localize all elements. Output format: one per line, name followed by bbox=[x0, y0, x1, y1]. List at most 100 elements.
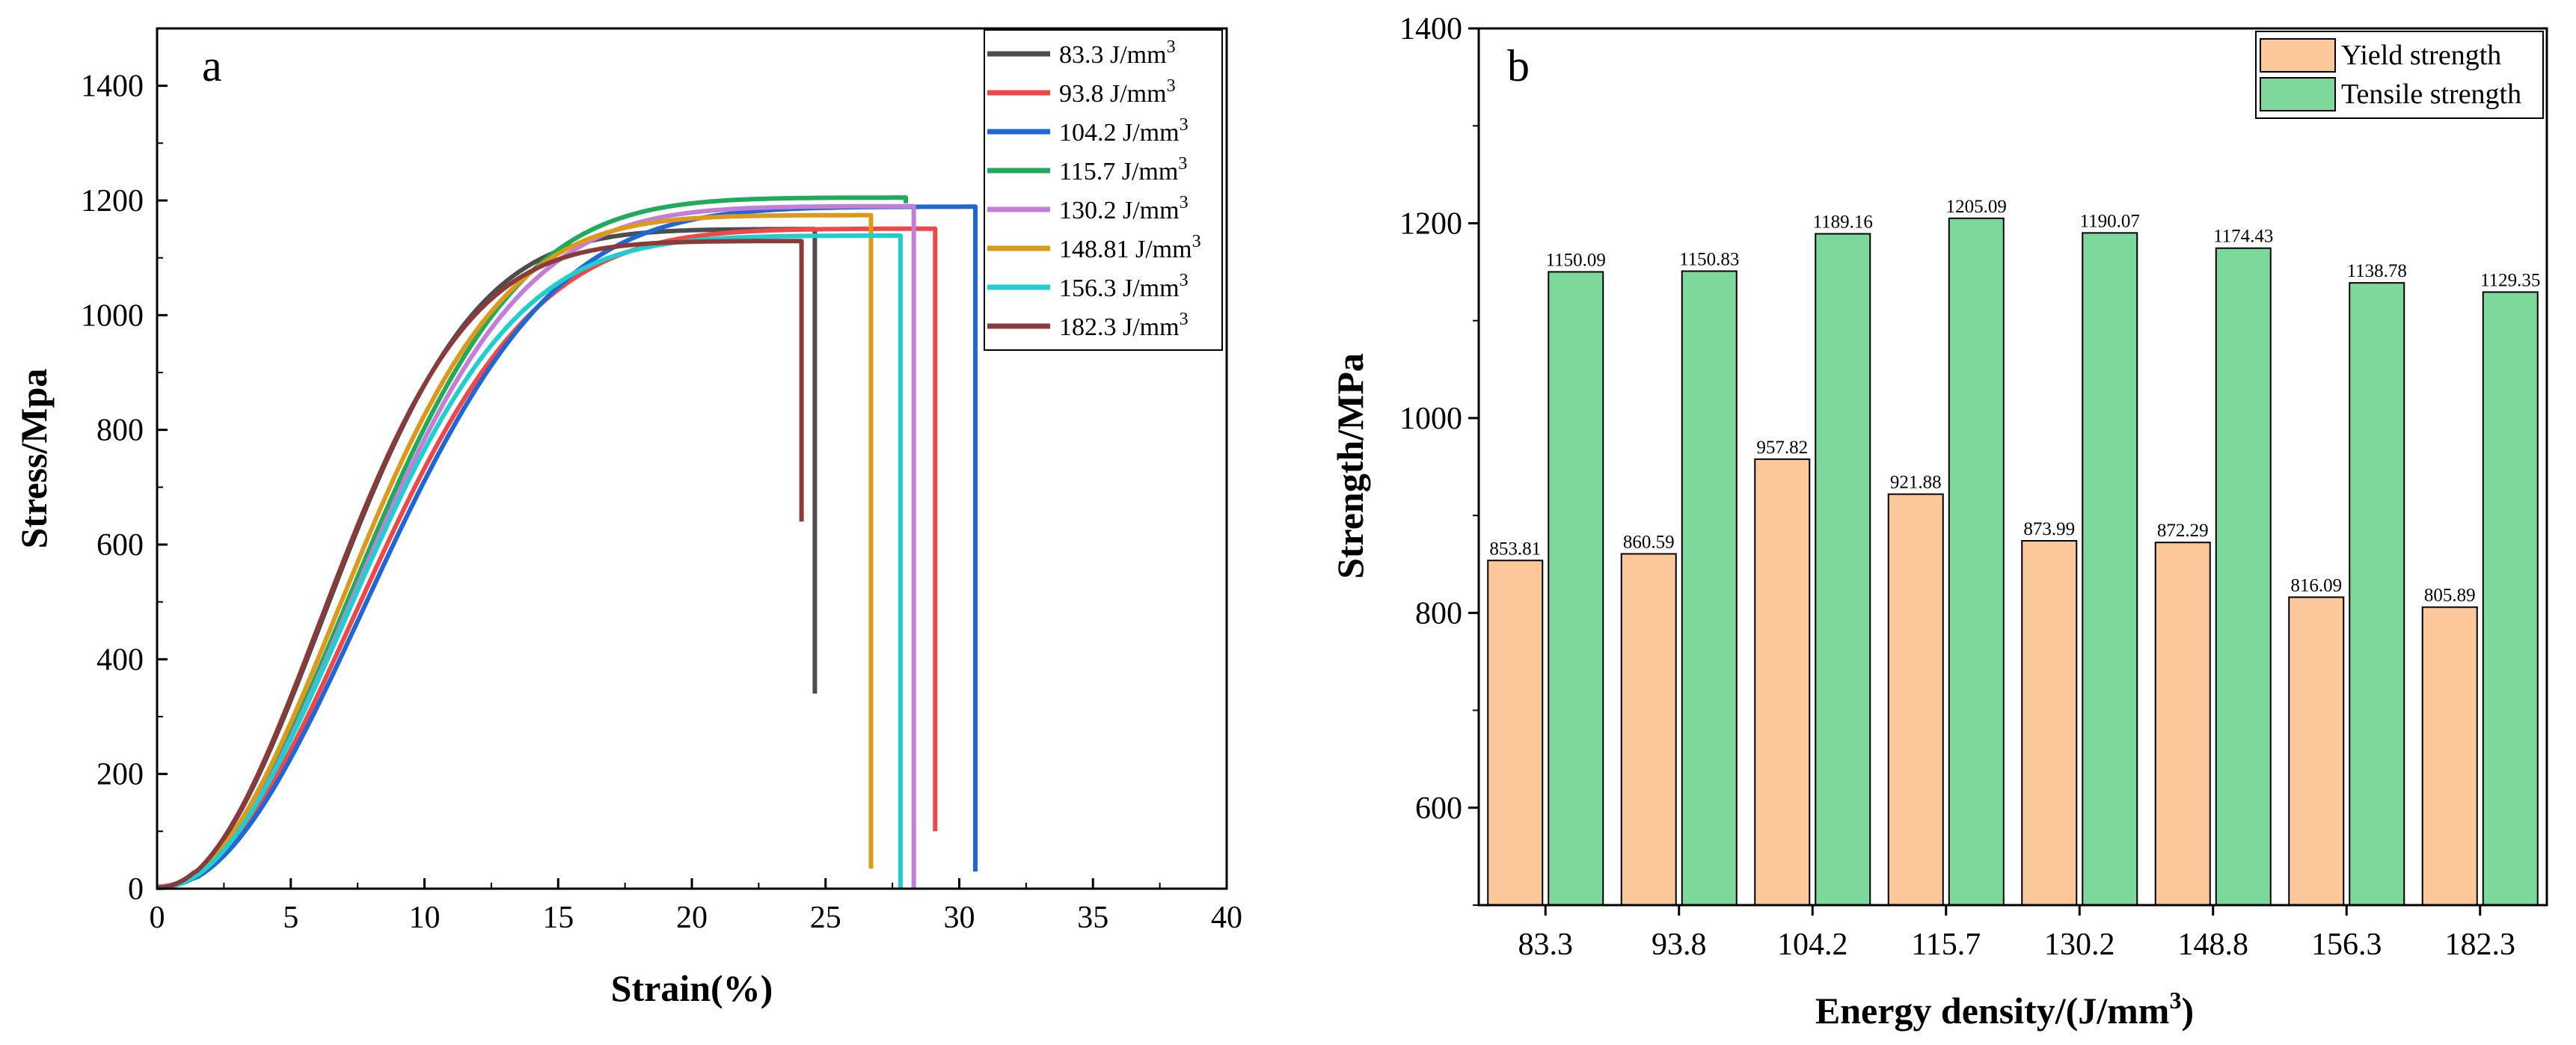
yield-bar bbox=[2288, 596, 2345, 906]
tensile-data-label: 1174.43 bbox=[2213, 227, 2273, 247]
tensile-bar bbox=[2349, 282, 2405, 906]
tensile-bar bbox=[1548, 271, 1604, 906]
a-y-tick-label: 800 bbox=[96, 414, 144, 448]
a-legend-label-text: 130.2 J/mm bbox=[1059, 197, 1180, 224]
yield-data-label: 921.88 bbox=[1890, 473, 1942, 493]
a-x-tick-label: 15 bbox=[542, 901, 574, 935]
tensile-bar bbox=[1948, 217, 2005, 906]
a-y-tick-label: 600 bbox=[96, 528, 144, 563]
tensile-data-label: 1189.16 bbox=[1813, 212, 1873, 233]
yield-bar bbox=[2421, 606, 2478, 907]
a-x-tick-label: 25 bbox=[810, 901, 841, 935]
a-y-axis-title: Stress/Mpa bbox=[13, 369, 55, 549]
a-legend-label-text: 182.3 J/mm bbox=[1059, 313, 1180, 341]
a-y-tick-label: 0 bbox=[128, 872, 144, 907]
a-legend-label-sup: 3 bbox=[1180, 193, 1189, 212]
a-legend-label: 115.7 J/mm3 bbox=[1059, 154, 1187, 186]
yield-data-label: 873.99 bbox=[2023, 519, 2075, 539]
a-legend-label-text: 93.8 J/mm bbox=[1059, 80, 1167, 108]
b-x-tick-label: 148.8 bbox=[2178, 928, 2249, 962]
tensile-data-label: 1129.35 bbox=[2480, 270, 2540, 290]
yield-bar bbox=[1487, 560, 1544, 906]
b-y-axis-title: Strength/MPa bbox=[1329, 353, 1371, 579]
yield-bar bbox=[1620, 553, 1677, 906]
tensile-data-label: 1150.09 bbox=[1546, 250, 1606, 270]
b-legend: Yield strength Tensile strength bbox=[2255, 31, 2544, 119]
a-plot-frame bbox=[156, 27, 1228, 890]
b-x-axis-title-main: Energy density/(J/mm bbox=[1815, 990, 2170, 1032]
b-x-tick-labels: 83.3 93.8 104.2 115.7 130.2 148.8 156.3 182.3 bbox=[1518, 928, 2516, 962]
tensile-bar bbox=[2082, 232, 2138, 907]
b-x-tick-label: 182.3 bbox=[2445, 928, 2516, 962]
a-series-lines bbox=[156, 195, 978, 891]
b-x-axis-title-end: ) bbox=[2181, 990, 2194, 1032]
a-x-tick-label: 20 bbox=[676, 901, 708, 935]
a-series-line bbox=[156, 227, 818, 890]
yield-data-label: 805.89 bbox=[2424, 586, 2476, 606]
b-x-axis-title-sup: 3 bbox=[2169, 987, 2181, 1014]
a-x-tick-labels: 0 5 10 15 20 25 30 35 40 bbox=[150, 901, 1243, 935]
a-legend-label-text: 104.2 J/mm bbox=[1059, 119, 1180, 147]
tensile-legend-label: Tensile strength bbox=[2341, 79, 2521, 110]
stress-strain-chart: 0 5 10 15 20 25 30 35 40 0 200 400 600 800 1000 1200 14… bbox=[13, 27, 1243, 1009]
a-legend-label: 130.2 J/mm3 bbox=[1059, 193, 1189, 224]
a-legend-box bbox=[984, 29, 1223, 351]
yield-bar bbox=[1887, 493, 1944, 906]
b-x-axis-title: Energy density/(J/mm3) bbox=[1815, 987, 2194, 1032]
a-x-tick-label: 0 bbox=[150, 901, 165, 935]
b-y-tick-label: 600 bbox=[1415, 791, 1462, 826]
tensile-legend-swatch bbox=[2260, 77, 2336, 111]
a-legend-label-sup: 3 bbox=[1167, 76, 1176, 96]
a-series-line bbox=[156, 204, 978, 890]
a-series-line bbox=[156, 233, 903, 891]
a-legend-label: 148.81 J/mm3 bbox=[1059, 232, 1201, 263]
b-x-tick-label: 104.2 bbox=[1777, 928, 1848, 962]
a-legend-label: 104.2 J/mm3 bbox=[1059, 115, 1189, 147]
tensile-bar bbox=[1681, 270, 1738, 906]
yield-legend-swatch bbox=[2260, 38, 2336, 73]
b-x-tick-label: 115.7 bbox=[1911, 928, 1981, 962]
a-x-axis-title: Strain(%) bbox=[611, 967, 773, 1009]
yield-data-label: 853.81 bbox=[1489, 539, 1541, 559]
b-x-tick-label: 156.3 bbox=[2311, 928, 2382, 962]
b-y-tick-label: 800 bbox=[1415, 596, 1462, 631]
yield-data-label: 872.29 bbox=[2157, 521, 2209, 541]
yield-data-label: 860.59 bbox=[1623, 532, 1675, 552]
b-y-tick-label: 1400 bbox=[1399, 12, 1462, 46]
a-legend-label-text: 156.3 J/mm bbox=[1059, 275, 1180, 302]
a-panel-label: a bbox=[202, 41, 222, 91]
a-y-tick-label: 1200 bbox=[81, 184, 144, 218]
tensile-bar bbox=[1815, 233, 1871, 906]
yield-legend-label: Yield strength bbox=[2341, 40, 2501, 71]
tensile-data-label: 1190.07 bbox=[2080, 211, 2140, 231]
a-x-tick-label: 35 bbox=[1077, 901, 1108, 935]
tensile-data-label: 1205.09 bbox=[1946, 197, 2007, 217]
a-legend-label: 83.3 J/mm3 bbox=[1059, 37, 1176, 69]
a-series-line bbox=[156, 212, 874, 890]
a-legend-label: 93.8 J/mm3 bbox=[1059, 76, 1176, 108]
a-y-tick-label: 200 bbox=[96, 758, 144, 792]
tensile-bar bbox=[2482, 291, 2539, 906]
a-x-tick-label: 30 bbox=[944, 901, 975, 935]
a-legend-label-text: 148.81 J/mm bbox=[1059, 236, 1192, 263]
a-x-tick-label: 5 bbox=[283, 901, 298, 935]
a-legend-label: 156.3 J/mm3 bbox=[1059, 271, 1189, 302]
yield-bar bbox=[2154, 542, 2211, 906]
a-x-tick-label: 10 bbox=[409, 901, 441, 935]
a-legend-label-sup: 3 bbox=[1180, 271, 1189, 290]
a-legend-label-sup: 3 bbox=[1180, 310, 1189, 329]
b-x-tick-label: 130.2 bbox=[2044, 928, 2115, 962]
a-legend-label-text: 83.3 J/mm bbox=[1059, 41, 1167, 69]
b-x-tick-label: 83.3 bbox=[1518, 928, 1574, 962]
yield-data-label: 816.09 bbox=[2290, 575, 2342, 595]
a-series-line bbox=[156, 239, 804, 890]
yield-bar bbox=[1754, 458, 1811, 906]
b-data-labels: 853.81 1150.09 860.59 1150.83 957.82 1189.16 9… bbox=[1489, 197, 2540, 606]
b-y-tick-labels: 600 800 1000 1200 1400 bbox=[1399, 12, 1462, 826]
b-bars bbox=[1487, 217, 2539, 907]
b-tick-marks bbox=[1468, 27, 2482, 916]
tensile-data-label: 1138.78 bbox=[2347, 261, 2407, 281]
b-panel-label: b bbox=[1507, 41, 1530, 91]
